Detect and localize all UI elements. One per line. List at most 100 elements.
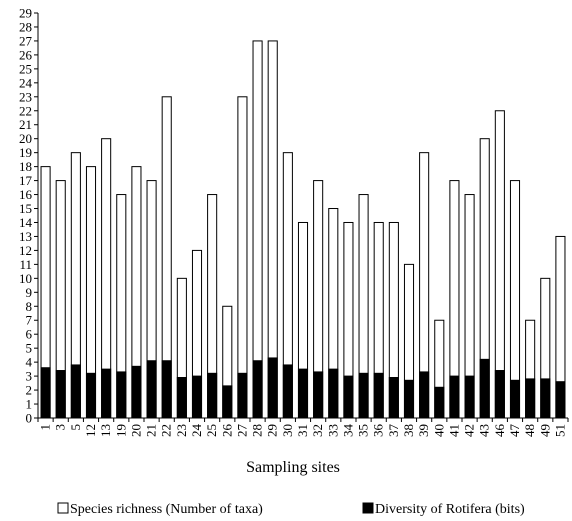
x-tick-label: 40 (431, 424, 446, 437)
bar-rotifera-diversity (343, 375, 354, 419)
y-tick-label: 20 (19, 131, 32, 146)
y-tick-label: 10 (19, 271, 32, 286)
y-tick-label: 6 (26, 327, 33, 342)
y-tick-label: 14 (19, 215, 33, 230)
x-tick-label: 43 (477, 424, 492, 437)
legend-swatch (57, 502, 69, 514)
bar-rotifera-diversity (131, 365, 142, 419)
x-tick-label: 38 (401, 424, 416, 437)
bar-rotifera-diversity (101, 368, 112, 419)
y-tick-label: 4 (26, 355, 33, 370)
x-tick-label: 5 (68, 424, 83, 431)
bar-rotifera-diversity (525, 378, 536, 419)
y-tick-label: 1 (26, 397, 33, 412)
bar-rotifera-diversity (313, 371, 324, 419)
y-tick-label: 3 (26, 369, 33, 384)
y-tick-label: 2 (26, 383, 33, 398)
y-tick-label: 0 (26, 411, 33, 426)
legend: Species richness (Number of taxa) Diversi… (57, 502, 525, 517)
y-tick-label: 13 (19, 229, 32, 244)
bar-rotifera-diversity (328, 368, 339, 419)
x-tick-label: 19 (113, 424, 128, 437)
y-tick-label: 16 (19, 187, 33, 202)
x-tick-label: 27 (234, 424, 249, 438)
x-tick-label: 48 (522, 424, 537, 437)
bar-rotifera-diversity (509, 379, 521, 419)
x-tick-label: 47 (507, 424, 522, 438)
x-tick-label: 41 (446, 424, 461, 437)
x-tick-label: 22 (159, 424, 174, 437)
x-axis-title: Sampling sites (246, 459, 340, 476)
y-tick-label: 5 (26, 341, 33, 356)
bar-rotifera-diversity (191, 375, 203, 419)
bar-rotifera-diversity (494, 370, 505, 419)
x-tick-label: 39 (416, 424, 431, 437)
y-tick-label: 7 (26, 313, 33, 328)
bar-rotifera-diversity (161, 360, 172, 419)
bar-rotifera-diversity (116, 371, 127, 419)
bar-rotifera-diversity (419, 371, 430, 419)
x-tick-label: 30 (280, 424, 295, 437)
bar-rotifera-diversity (40, 367, 51, 419)
legend-swatch (362, 502, 374, 514)
bar-rotifera-diversity (176, 377, 187, 419)
x-tick-label: 24 (189, 424, 204, 438)
y-tick-label: 8 (26, 299, 33, 314)
bar-rotifera-diversity (449, 375, 460, 419)
x-tick-label: 32 (310, 424, 325, 437)
x-tick-label: 1 (38, 424, 53, 431)
bar-rotifera-diversity (403, 379, 415, 419)
bar-rotifera-diversity (55, 370, 66, 419)
bars (40, 40, 566, 419)
x-tick-label: 37 (386, 424, 401, 438)
bar-species-richness (237, 96, 248, 419)
bar-rotifera-diversity (85, 372, 97, 419)
bar-rotifera-diversity (297, 368, 309, 419)
y-tick-label: 15 (19, 201, 32, 216)
bar-rotifera-diversity (70, 364, 81, 419)
x-tick-label: 49 (537, 424, 552, 437)
bar-rotifera-diversity (555, 381, 566, 419)
x-axis-ticks: 1 3 5 12 13 19 20 21 22 23 24 25 26 27 28 29 30 31 32 33 34 3… (37, 418, 569, 438)
bar-rotifera-diversity (479, 358, 490, 419)
x-tick-label: 28 (250, 424, 265, 437)
y-tick-label: 25 (19, 61, 32, 76)
bar-rotifera-diversity (267, 357, 278, 419)
y-tick-label: 29 (19, 6, 32, 21)
bar-rotifera-diversity (237, 372, 248, 419)
y-tick-label: 18 (19, 159, 32, 174)
y-tick-label: 9 (26, 285, 33, 300)
y-tick-label: 12 (19, 243, 32, 258)
bar-rotifera-diversity (146, 360, 157, 419)
legend-label: Species richness (Number of taxa) (70, 502, 263, 517)
y-tick-label: 28 (19, 19, 32, 34)
bar-rotifera-diversity (222, 385, 233, 419)
x-tick-label: 21 (144, 424, 159, 437)
bar-rotifera-diversity (358, 372, 369, 419)
x-tick-label: 29 (265, 424, 280, 437)
y-tick-label: 19 (19, 145, 32, 160)
legend-label: Diversity of Rotifera (bits) (375, 502, 525, 517)
y-tick-label: 24 (19, 75, 33, 90)
y-axis-ticks: 0123456789101112131415161718192021222324… (19, 6, 38, 426)
x-tick-label: 46 (492, 424, 507, 438)
bar-rotifera-diversity (373, 372, 384, 419)
bar-rotifera-diversity (388, 377, 399, 419)
x-tick-label: 12 (83, 424, 98, 437)
x-tick-label: 23 (174, 424, 189, 437)
y-tick-label: 27 (19, 33, 33, 48)
bar-rotifera-diversity (207, 372, 218, 419)
y-tick-label: 26 (19, 47, 33, 62)
x-tick-label: 35 (356, 424, 371, 437)
x-tick-label: 51 (552, 424, 567, 437)
y-tick-label: 21 (19, 117, 32, 132)
y-tick-label: 23 (19, 89, 32, 104)
y-tick-label: 22 (19, 103, 32, 118)
x-tick-label: 33 (325, 424, 340, 437)
x-tick-label: 20 (128, 424, 143, 437)
x-tick-label: 36 (371, 424, 386, 438)
bar-rotifera-diversity (282, 364, 293, 419)
x-tick-label: 13 (98, 424, 113, 437)
x-tick-label: 42 (462, 424, 477, 437)
